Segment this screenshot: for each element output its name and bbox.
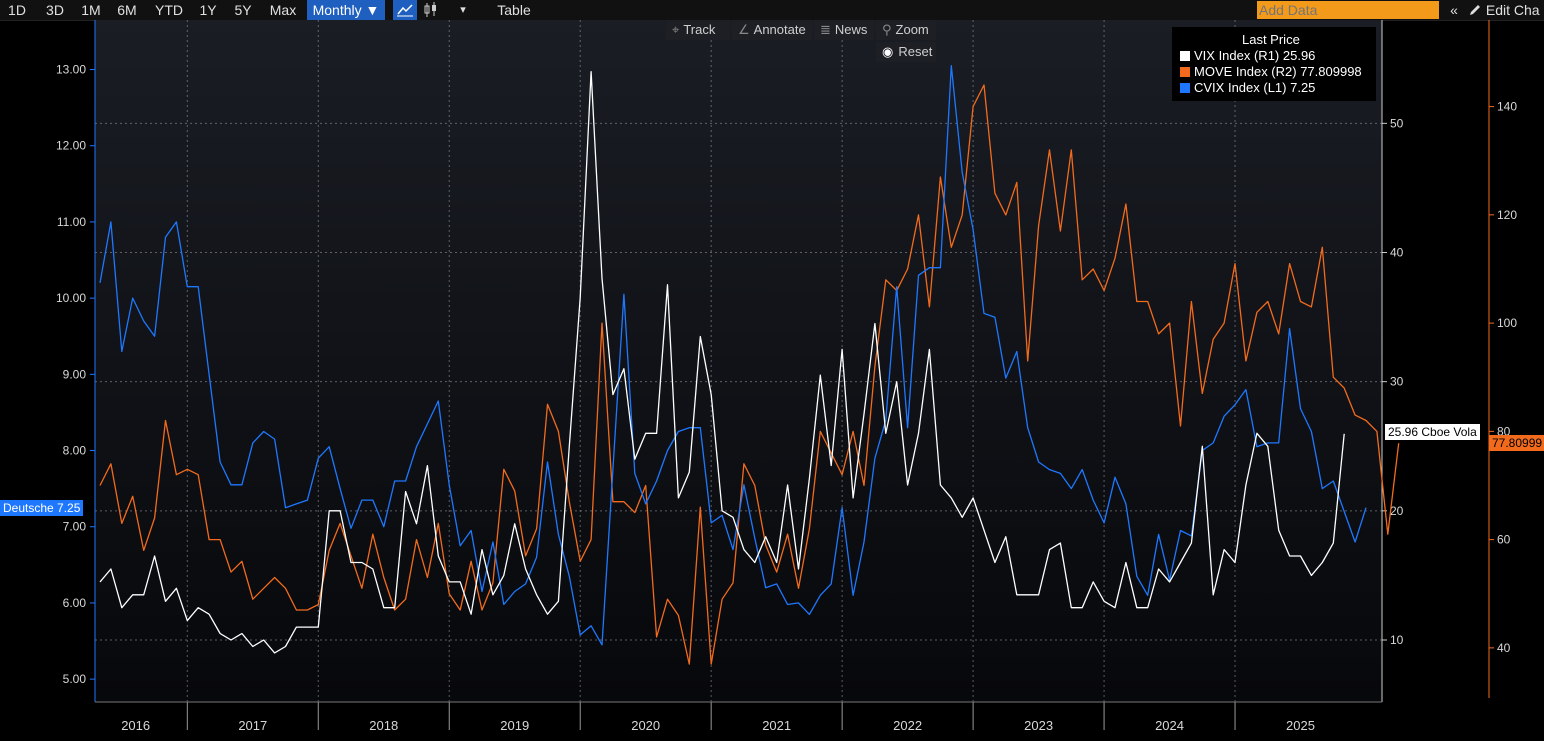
right-axis-r1-tick-label: 20 bbox=[1390, 504, 1404, 518]
frequency-dropdown[interactable]: Monthly ▼ bbox=[307, 0, 385, 20]
series-line-cvix bbox=[99, 65, 1367, 646]
x-tick-label: 2016 bbox=[121, 718, 150, 733]
right-axis-r2-tick-label: 120 bbox=[1497, 208, 1517, 222]
zoom-label: Zoom bbox=[895, 22, 929, 37]
range-1y-button[interactable]: 1Y bbox=[199, 2, 217, 18]
annotate-button[interactable]: ∠ Annotate bbox=[732, 20, 812, 40]
edit-chart-button[interactable]: Edit Cha bbox=[1468, 0, 1544, 20]
left-axis-tick-label: 13.00 bbox=[56, 63, 86, 77]
collapse-button[interactable]: « bbox=[1450, 2, 1458, 18]
legend: Last Price VIX Index (R1) 25.96 MOVE Ind… bbox=[1172, 27, 1376, 101]
range-6m-button[interactable]: 6M bbox=[117, 2, 137, 18]
pencil-icon bbox=[1470, 5, 1480, 15]
legend-swatch-move bbox=[1180, 67, 1190, 77]
x-tick-label: 2023 bbox=[1024, 718, 1053, 733]
candlestick-icon[interactable] bbox=[420, 0, 442, 20]
reset-button[interactable]: ◉ Reset bbox=[876, 42, 936, 62]
left-axis-tick-label: 12.00 bbox=[56, 139, 86, 153]
right-axis-r1-tick-label: 40 bbox=[1390, 246, 1404, 260]
x-tick-label: 2021 bbox=[762, 718, 791, 733]
left-axis-tick-label: 11.00 bbox=[57, 215, 86, 229]
annotate-icon: ∠ bbox=[738, 22, 750, 37]
right-axis-r2-tick-label: 60 bbox=[1497, 533, 1511, 547]
news-button[interactable]: ≣ News bbox=[814, 20, 874, 40]
legend-label-vix: VIX Index (R1) 25.96 bbox=[1194, 48, 1316, 63]
x-tick-label: 2024 bbox=[1155, 718, 1184, 733]
edit-chart-label: Edit Cha bbox=[1485, 2, 1540, 18]
left-axis-tick-label: 8.00 bbox=[63, 444, 87, 458]
left-axis-tick-label: 7.00 bbox=[63, 520, 87, 534]
track-button[interactable]: ⌖ Track bbox=[666, 20, 730, 40]
x-tick-label: 2017 bbox=[238, 718, 267, 733]
x-tick-label: 2019 bbox=[500, 718, 529, 733]
toolbar: 1D 3D 1M 6M YTD 1Y 5Y Max Monthly ▼ ▾ Ta… bbox=[0, 0, 1544, 21]
legend-label-cvix: CVIX Index (L1) 7.25 bbox=[1194, 80, 1316, 95]
left-axis-tick-label: 5.00 bbox=[63, 672, 87, 686]
zoom-button[interactable]: ⚲ Zoom bbox=[876, 20, 936, 40]
legend-swatch-vix bbox=[1180, 51, 1190, 61]
annotate-label: Annotate bbox=[753, 22, 806, 37]
right-axis-r2-tick-label: 40 bbox=[1497, 641, 1511, 655]
reset-icon: ◉ bbox=[882, 44, 894, 59]
right-axis-r1-tick-label: 10 bbox=[1390, 633, 1404, 647]
legend-title: Last Price bbox=[1242, 32, 1300, 47]
right-axis-r1-tick-label: 30 bbox=[1390, 375, 1404, 389]
left-axis-tick-label: 6.00 bbox=[63, 596, 87, 610]
vix-last-value-flag: 25.96 Cboe Vola bbox=[1385, 424, 1480, 440]
x-tick-label: 2020 bbox=[631, 718, 660, 733]
track-label: Track bbox=[683, 22, 716, 37]
range-5y-button[interactable]: 5Y bbox=[234, 2, 252, 18]
chart-plot-area[interactable] bbox=[95, 20, 1382, 702]
reset-label: Reset bbox=[898, 44, 933, 59]
right-axis-r1-tick-label: 50 bbox=[1390, 116, 1404, 130]
right-axis-r2-tick-label: 140 bbox=[1497, 100, 1517, 114]
table-button[interactable]: Table bbox=[497, 2, 531, 18]
cvix-last-value-flag: Deutsche 7.25 bbox=[0, 500, 84, 516]
add-data-input[interactable] bbox=[1257, 1, 1439, 19]
series-line-move bbox=[99, 84, 1400, 665]
line-chart-icon[interactable] bbox=[393, 0, 417, 20]
right-axis-r2-tick-label: 80 bbox=[1497, 424, 1511, 438]
legend-swatch-cvix bbox=[1180, 83, 1190, 93]
legend-label-move: MOVE Index (R2) 77.809998 bbox=[1194, 64, 1362, 79]
magnifier-icon: ⚲ bbox=[882, 22, 892, 37]
line-chart-icon-glyph bbox=[397, 4, 413, 17]
legend-row-cvix[interactable]: CVIX Index (L1) 7.25 bbox=[1180, 80, 1315, 96]
crosshair-icon: ⌖ bbox=[672, 22, 680, 37]
move-last-value-flag: 77.80999 bbox=[1489, 435, 1544, 451]
range-1m-button[interactable]: 1M bbox=[81, 2, 101, 18]
left-axis-tick-label: 10.00 bbox=[56, 291, 86, 305]
legend-row-vix[interactable]: VIX Index (R1) 25.96 bbox=[1180, 48, 1315, 64]
x-tick-label: 2025 bbox=[1286, 718, 1315, 733]
news-icon: ≣ bbox=[820, 22, 831, 37]
legend-row-move[interactable]: MOVE Index (R2) 77.809998 bbox=[1180, 64, 1362, 80]
right-axis-r2-tick-label: 100 bbox=[1497, 316, 1517, 330]
range-1d-button[interactable]: 1D bbox=[8, 2, 26, 18]
left-axis-tick-label: 9.00 bbox=[63, 367, 87, 381]
x-tick-label: 2018 bbox=[369, 718, 398, 733]
chart-type-menu-button[interactable]: ▾ bbox=[460, 4, 466, 16]
range-max-button[interactable]: Max bbox=[269, 2, 297, 18]
range-ytd-button[interactable]: YTD bbox=[155, 2, 183, 18]
candlestick-icon-glyph bbox=[424, 2, 436, 17]
series-line-vix bbox=[99, 71, 1345, 654]
x-tick-label: 2022 bbox=[893, 718, 922, 733]
news-label: News bbox=[834, 22, 868, 37]
range-3d-button[interactable]: 3D bbox=[46, 2, 64, 18]
